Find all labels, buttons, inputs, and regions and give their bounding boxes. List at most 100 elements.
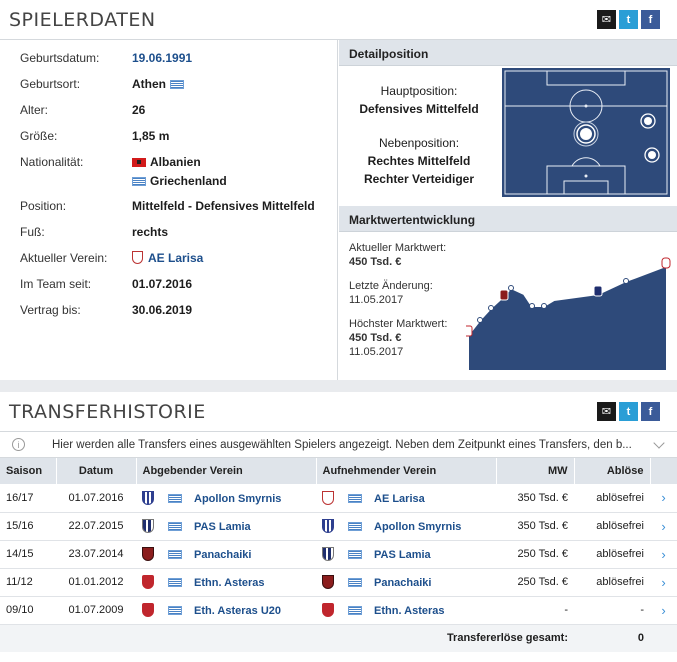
from-club-link[interactable]: PAS Lamia (194, 521, 251, 533)
max-mw-date: 11.05.2017 (349, 346, 404, 358)
info-bar[interactable]: i Hier werden alle Transfers eines ausge… (0, 432, 677, 458)
spielerdaten-title: SPIELERDATEN (9, 8, 156, 31)
hauptposition-value: Defensives Mittelfeld (359, 102, 479, 116)
main-position-marker (573, 121, 599, 147)
club-badge-icon[interactable] (322, 519, 334, 533)
value-nationalitaet-2: Griechenland (132, 174, 227, 188)
mw-point[interactable] (529, 303, 535, 309)
cell-datum: 01.01.2012 (56, 568, 136, 597)
cell-abloese: ablösefrei (574, 484, 650, 513)
club-badge-icon[interactable] (142, 490, 154, 505)
col-mw[interactable]: MW (496, 458, 575, 484)
club-badge-icon[interactable] (322, 575, 334, 589)
nebenposition-value-2: Rechter Verteidiger (363, 172, 475, 186)
mw-point[interactable] (541, 303, 547, 309)
table-row[interactable]: 11/12 01.01.2012 Ethn. Asteras Panachaiki 25… (0, 568, 677, 597)
greece-flag-icon (348, 522, 362, 531)
change-label: Letzte Änderung: (349, 280, 433, 292)
to-club-link[interactable]: PAS Lamia (374, 549, 431, 561)
greece-flag-icon (170, 80, 184, 89)
club-badge-icon[interactable] (322, 603, 334, 617)
chevron-right-icon[interactable]: › (650, 596, 677, 625)
cell-mw: 250 Tsd. € (496, 540, 574, 569)
greece-flag-icon (168, 550, 182, 559)
sum-empty (650, 624, 677, 652)
value-verein[interactable]: AE Larisa (132, 251, 203, 265)
twitter-icon[interactable]: t (619, 402, 638, 421)
label-vertrag: Vertrag bis: (20, 303, 81, 317)
chevron-right-icon[interactable]: › (650, 484, 677, 513)
value-nationalitaet-1: Albanien (132, 155, 201, 169)
col-abgebender[interactable]: Abgebender Verein (136, 458, 317, 484)
nationality-griechenland: Griechenland (150, 174, 227, 188)
verein-link[interactable]: AE Larisa (148, 251, 204, 265)
nebenposition-label: Nebenposition: (378, 136, 460, 150)
club-badge-icon[interactable] (142, 575, 154, 589)
value-vertrag: 30.06.2019 (132, 303, 193, 317)
mw-point[interactable] (623, 278, 629, 284)
club-badge-icon[interactable] (322, 490, 334, 505)
col-aufnehmender[interactable]: Aufnehmender Verein (316, 458, 497, 484)
mail-icon[interactable]: ✉ (597, 10, 616, 29)
greece-flag-icon (348, 550, 362, 559)
table-header-row: Saison Datum Abgebender Verein Aufnehmen… (0, 458, 677, 484)
club-badge-icon[interactable] (142, 519, 154, 533)
club-badge-icon[interactable] (142, 547, 154, 561)
value-geburtsort: Athen (132, 77, 184, 91)
pitch-svg (504, 70, 668, 195)
club-badge-icon[interactable] (142, 603, 154, 617)
cell-from: Eth. Asteras U20 (136, 596, 316, 625)
cell-saison: 15/16 (0, 512, 56, 541)
table-row[interactable]: 14/15 23.07.2014 Panachaiki PAS Lamia 250 Ts… (0, 540, 677, 569)
from-club-link[interactable]: Apollon Smyrnis (194, 492, 282, 505)
info-icon: i (12, 438, 25, 451)
to-club-link[interactable]: Ethn. Asteras (374, 605, 445, 617)
table-row[interactable]: 15/16 22.07.2015 PAS Lamia Apollon Smyrnis 3… (0, 512, 677, 541)
facebook-icon[interactable]: f (641, 402, 660, 421)
from-club-link[interactable]: Eth. Asteras U20 (194, 605, 282, 617)
value-alter: 26 (132, 103, 146, 117)
from-club-link[interactable]: Panachaiki (194, 549, 252, 561)
club-badge-icon[interactable] (322, 547, 334, 561)
greece-flag-icon (168, 606, 182, 615)
cell-abloese: ablösefrei (574, 540, 650, 569)
label-im-team-seit: Im Team seit: (20, 277, 92, 291)
cell-to: PAS Lamia (316, 540, 496, 569)
cell-datum: 22.07.2015 (56, 512, 136, 541)
col-datum[interactable]: Datum (56, 458, 137, 484)
right-column: Detailposition Hauptposition: Defensives… (339, 40, 677, 380)
facebook-icon[interactable]: f (641, 10, 660, 29)
club-badge-marker (661, 257, 671, 269)
table-row[interactable]: 09/10 01.07.2009 Eth. Asteras U20 Ethn. Ast… (0, 596, 677, 625)
chevron-right-icon[interactable]: › (650, 512, 677, 541)
player-data-list: Geburtsdatum: 19.06.1991 Geburtsort: Ath… (0, 40, 338, 380)
mw-point[interactable] (477, 317, 483, 323)
sum-value: 0 (574, 624, 650, 652)
chevron-down-icon[interactable] (653, 437, 665, 449)
chevron-right-icon[interactable]: › (650, 568, 677, 597)
detailposition-panel: Hauptposition: Defensives Mittelfeld Neb… (339, 66, 677, 206)
mw-point[interactable] (508, 285, 514, 291)
nebenposition-value-1: Rechtes Mittelfeld (367, 154, 471, 168)
to-club-link[interactable]: AE Larisa (374, 492, 425, 505)
mail-icon[interactable]: ✉ (597, 402, 616, 421)
current-mw-value: 450 Tsd. € (349, 256, 402, 268)
transferhistorie-title: TRANSFERHISTORIE (9, 400, 206, 423)
chevron-right-icon[interactable]: › (650, 540, 677, 569)
table-row[interactable]: 16/17 01.07.2016 Apollon Smyrnis AE Larisa 3… (0, 484, 677, 513)
col-abloese[interactable]: Ablöse (574, 458, 651, 484)
col-arrow (650, 458, 677, 484)
to-club-link[interactable]: Apollon Smyrnis (374, 521, 462, 533)
to-club-link[interactable]: Panachaiki (374, 577, 432, 589)
greece-flag-icon (168, 493, 182, 503)
twitter-icon[interactable]: t (619, 10, 638, 29)
larisa-badge-icon (132, 251, 143, 264)
from-club-link[interactable]: Ethn. Asteras (194, 577, 265, 589)
cell-from: Apollon Smyrnis (136, 484, 316, 513)
col-saison[interactable]: Saison (0, 458, 57, 484)
transfer-rows: 16/17 01.07.2016 Apollon Smyrnis AE Larisa 3… (0, 484, 677, 652)
cell-saison: 14/15 (0, 540, 56, 569)
mw-point[interactable] (488, 305, 494, 311)
label-geburtsort: Geburtsort: (20, 77, 81, 91)
value-geburtsdatum[interactable]: 19.06.1991 (132, 51, 193, 65)
